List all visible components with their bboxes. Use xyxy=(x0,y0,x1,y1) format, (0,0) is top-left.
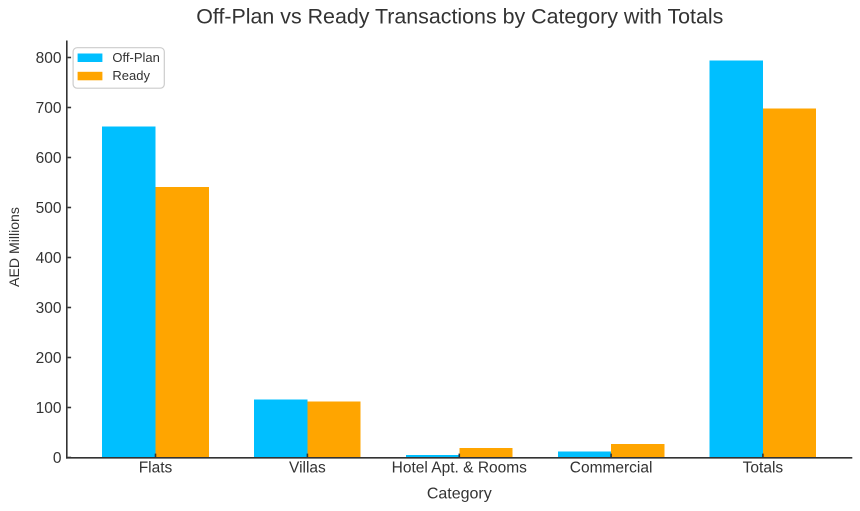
svg-text:Totals: Totals xyxy=(743,459,784,476)
svg-text:Flats: Flats xyxy=(139,459,173,476)
svg-text:Off-Plan vs Ready Transactions: Off-Plan vs Ready Transactions by Catego… xyxy=(196,4,723,28)
svg-text:Category: Category xyxy=(427,486,492,503)
svg-text:Hotel Apt. & Rooms: Hotel Apt. & Rooms xyxy=(392,459,528,476)
svg-text:Villas: Villas xyxy=(289,459,326,476)
svg-text:400: 400 xyxy=(36,250,62,267)
svg-text:AED Millions: AED Millions xyxy=(6,207,22,287)
svg-text:200: 200 xyxy=(36,350,62,367)
svg-text:Off-Plan: Off-Plan xyxy=(112,50,159,65)
svg-text:0: 0 xyxy=(53,450,62,467)
svg-text:600: 600 xyxy=(36,150,62,167)
svg-text:500: 500 xyxy=(36,200,62,217)
svg-text:Commercial: Commercial xyxy=(570,459,653,476)
svg-text:700: 700 xyxy=(36,100,62,117)
svg-text:Ready: Ready xyxy=(112,68,150,83)
svg-text:800: 800 xyxy=(36,50,62,67)
svg-text:300: 300 xyxy=(36,300,62,317)
svg-text:100: 100 xyxy=(36,400,62,417)
